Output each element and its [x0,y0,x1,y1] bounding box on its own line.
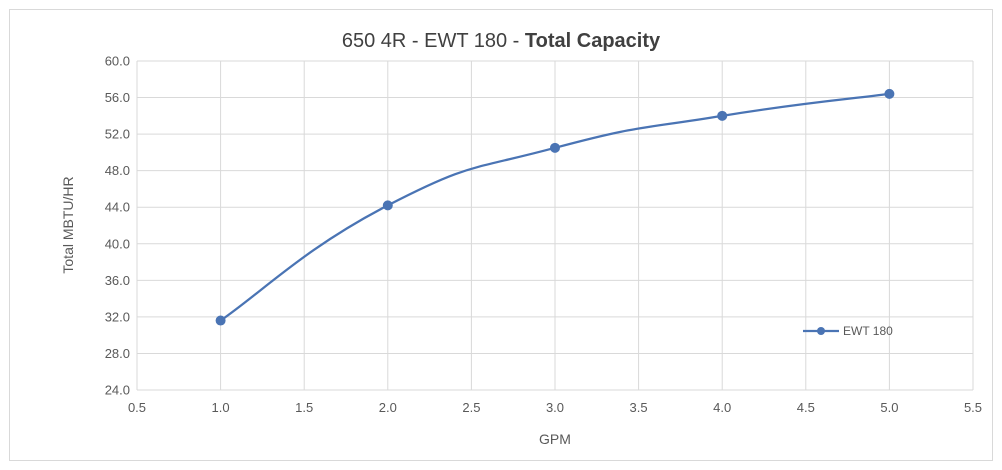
legend-label: EWT 180 [843,324,893,338]
y-tick-label: 60.0 [105,54,130,69]
x-tick-label: 0.5 [128,400,146,415]
x-tick-label: 3.5 [630,400,648,415]
chart-title-emphasis: Total Capacity [525,30,661,52]
y-tick-label: 44.0 [105,200,130,215]
axes: 24.0 28.0 32.0 36.0 40.0 44.0 48.0 52.0 56.0 60.0… [105,54,982,416]
y-tick-label: 48.0 [105,163,130,178]
data-point [550,142,560,153]
y-tick-label: 32.0 [105,309,130,324]
chart-title-prefix: 650 4R - EWT 180 - [342,30,525,52]
legend: EWT 180 [803,324,893,338]
gridlines [136,60,974,391]
y-tick-label: 36.0 [105,273,130,288]
legend-marker [817,327,825,335]
data-point [382,200,393,211]
x-tick-label: 5.0 [880,400,898,415]
x-tick-label: 4.0 [713,400,731,415]
x-axis-title: GPM [539,431,571,447]
y-tick-label: 40.0 [105,236,130,251]
chart-frame [9,9,993,461]
x-tick-label: 3.0 [546,400,564,415]
x-tick-label: 4.5 [797,400,815,415]
x-tick-label: 2.0 [379,400,397,415]
x-tick-label: 1.0 [212,400,230,415]
y-tick-label: 24.0 [105,383,130,398]
data-point [717,110,728,121]
x-tick-label: 5.5 [964,400,982,415]
y-tick-label: 28.0 [105,346,130,361]
x-tick-label: 1.5 [295,400,313,415]
data-point [215,315,226,326]
series-layer [215,88,895,326]
y-tick-label: 56.0 [105,90,130,105]
y-axis-title: Total MBTU/HR [60,176,76,273]
data-point [884,88,895,99]
chart-title: 650 4R - EWT 180 - Total Capacity [342,30,661,52]
x-tick-label: 2.5 [462,400,480,415]
y-tick-label: 52.0 [105,127,130,142]
